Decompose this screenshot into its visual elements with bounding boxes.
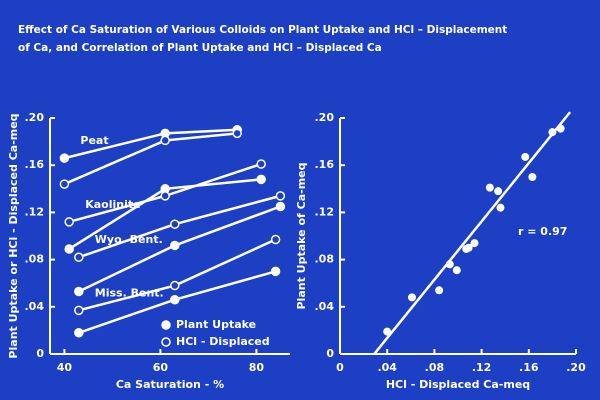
y-tick-label: .12	[25, 205, 45, 218]
data-point	[270, 266, 281, 277]
x-tick-label: 40	[57, 361, 73, 374]
x-tick-label: 60	[153, 361, 169, 374]
y-axis-title: Plant Uptake of Ca-meq	[295, 162, 308, 309]
y-tick-label: .08	[315, 253, 335, 266]
data-point	[275, 191, 286, 201]
legend-label: Plant Uptake	[176, 318, 256, 331]
data-point	[270, 234, 281, 245]
title-line: Effect of Ca Saturation of Various Collo…	[18, 24, 507, 36]
data-point	[74, 305, 84, 316]
data-point	[521, 152, 530, 161]
data-point	[64, 244, 74, 254]
data-point	[59, 179, 70, 189]
series-label: Miss. Bent.	[95, 286, 164, 299]
title-line: of Ca, and Correlation of Plant Uptake a…	[18, 42, 382, 54]
data-point	[74, 286, 84, 297]
data-point	[256, 159, 266, 169]
x-tick-label: 0	[336, 361, 344, 374]
data-point	[170, 240, 180, 251]
x-tick-label: .20	[566, 361, 586, 374]
data-point	[160, 135, 170, 146]
legend-marker	[161, 337, 171, 347]
x-tick-label: 80	[249, 361, 265, 374]
data-point	[470, 239, 479, 248]
data-point	[160, 191, 170, 201]
x-axis-title: Ca Saturation - %	[116, 378, 224, 391]
data-point	[485, 183, 494, 192]
y-axis-title: Plant Uptake or HCl - Displaced Ca-meq	[7, 113, 20, 358]
x-tick-label: .04	[377, 361, 397, 374]
data-point	[496, 203, 505, 212]
y-tick-label: .20	[25, 111, 45, 124]
data-point	[528, 173, 537, 181]
data-point	[74, 252, 84, 262]
series-label: Wyo. Bent.	[95, 233, 163, 246]
x-tick-label: .08	[425, 361, 445, 374]
legend-marker	[161, 320, 171, 330]
y-tick-label: .12	[315, 205, 335, 218]
data-point	[64, 217, 74, 227]
data-point	[445, 260, 454, 269]
data-point	[275, 201, 286, 212]
data-point	[494, 187, 503, 196]
data-point	[170, 219, 180, 229]
x-tick-label: .16	[519, 361, 539, 374]
y-tick-label: .16	[25, 158, 45, 171]
y-tick-label: 0	[326, 347, 334, 360]
y-tick-label: .16	[315, 158, 335, 171]
data-point	[407, 293, 416, 302]
data-point	[232, 128, 242, 139]
y-tick-label: .04	[25, 300, 45, 313]
x-axis-title: HCl - Displaced Ca-meq	[386, 378, 530, 391]
data-point	[452, 266, 461, 275]
data-point	[170, 280, 180, 291]
x-tick-label: .12	[472, 361, 492, 374]
data-point	[256, 174, 266, 185]
data-point	[464, 243, 473, 252]
data-point	[383, 327, 392, 336]
y-tick-label: .20	[315, 111, 335, 124]
data-point	[170, 294, 180, 305]
legend-label: HCl - Displaced	[176, 335, 270, 348]
data-point	[435, 286, 444, 295]
data-point	[74, 328, 84, 338]
data-point	[556, 124, 565, 133]
y-tick-label: .08	[25, 253, 45, 266]
y-tick-label: 0	[36, 347, 44, 360]
data-point	[59, 153, 70, 163]
data-point	[548, 128, 557, 137]
annotation: r = 0.97	[518, 225, 567, 238]
y-tick-label: .04	[315, 300, 335, 313]
series-label: Peat	[80, 134, 108, 147]
fit-line	[373, 111, 572, 355]
series-label: Kaolinite	[85, 198, 140, 211]
